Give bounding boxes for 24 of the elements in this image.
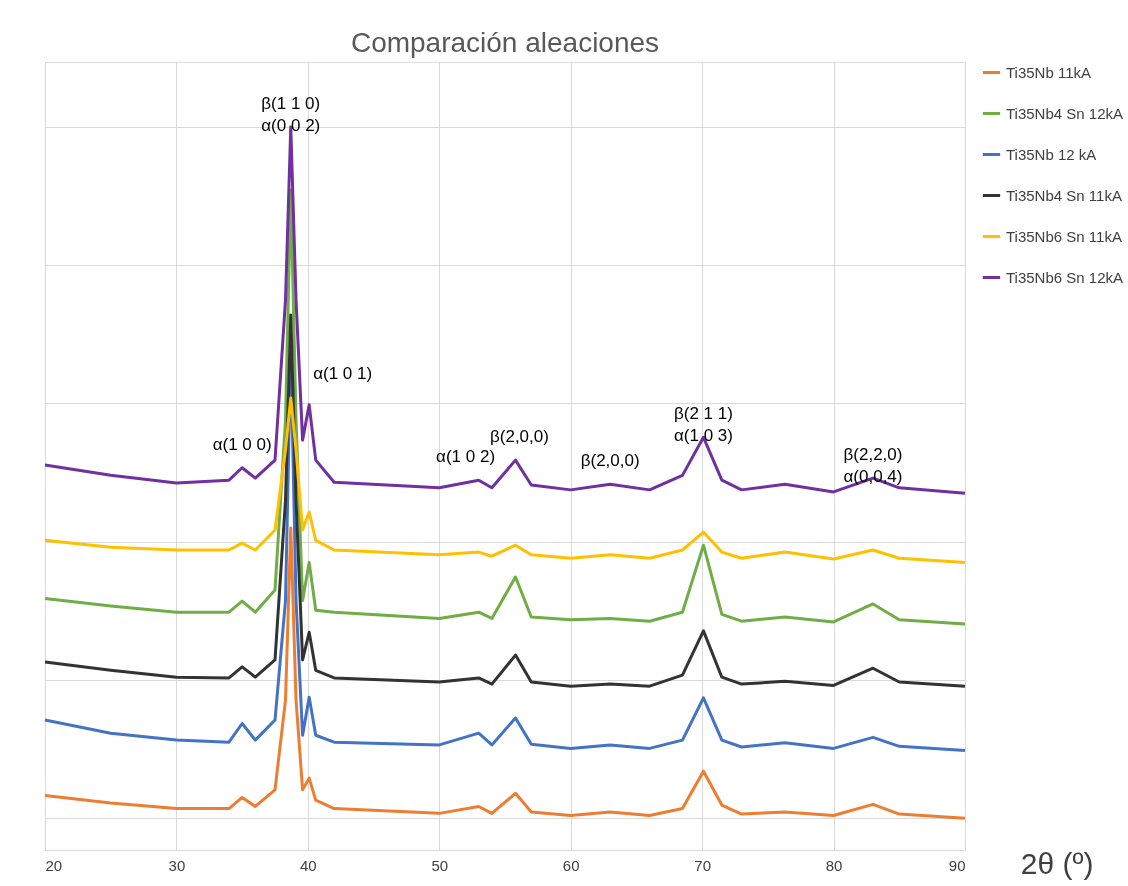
legend-label: Ti35Nb4 Sn 11kA	[1006, 186, 1122, 204]
x-tick-label: 90	[948, 856, 966, 874]
x-tick-label: 80	[825, 856, 843, 874]
annotation: β(2 1 1) α(1 0 3)	[673, 404, 733, 446]
x-tick-label: 60	[562, 856, 580, 874]
annotation: β(1 1 0) α(0 0 2)	[261, 93, 321, 135]
legend-label: Ti35Nb 12 kA	[1006, 145, 1097, 163]
x-axis-title: 2θ (º)	[1020, 846, 1094, 880]
x-tick-label: 30	[168, 856, 186, 874]
x-tick-label: 40	[300, 856, 317, 874]
annotation: β(2,0,0)	[490, 427, 549, 447]
annotation: β(2,0,0)	[580, 451, 640, 471]
x-tick-label: 50	[431, 856, 449, 874]
chart-title: Comparación aleaciones	[350, 27, 660, 58]
legend-label: Ti35Nb 11kA	[1006, 63, 1092, 81]
annotation: α(1 0 1)	[313, 363, 373, 383]
annotation: α(1 0 2)	[436, 447, 496, 467]
x-tick-label: 70	[694, 856, 711, 874]
legend-label: Ti35Nb4 Sn 12kA	[1006, 104, 1124, 122]
x-tick-label: 20	[45, 856, 63, 874]
annotation: α(1 0 0)	[212, 434, 272, 454]
annotation: β(2,2,0) α(0,0,4)	[843, 445, 903, 487]
legend-label: Ti35Nb6 Sn 11kA	[1006, 227, 1122, 245]
legend-label: Ti35Nb6 Sn 12kA	[1006, 268, 1124, 286]
